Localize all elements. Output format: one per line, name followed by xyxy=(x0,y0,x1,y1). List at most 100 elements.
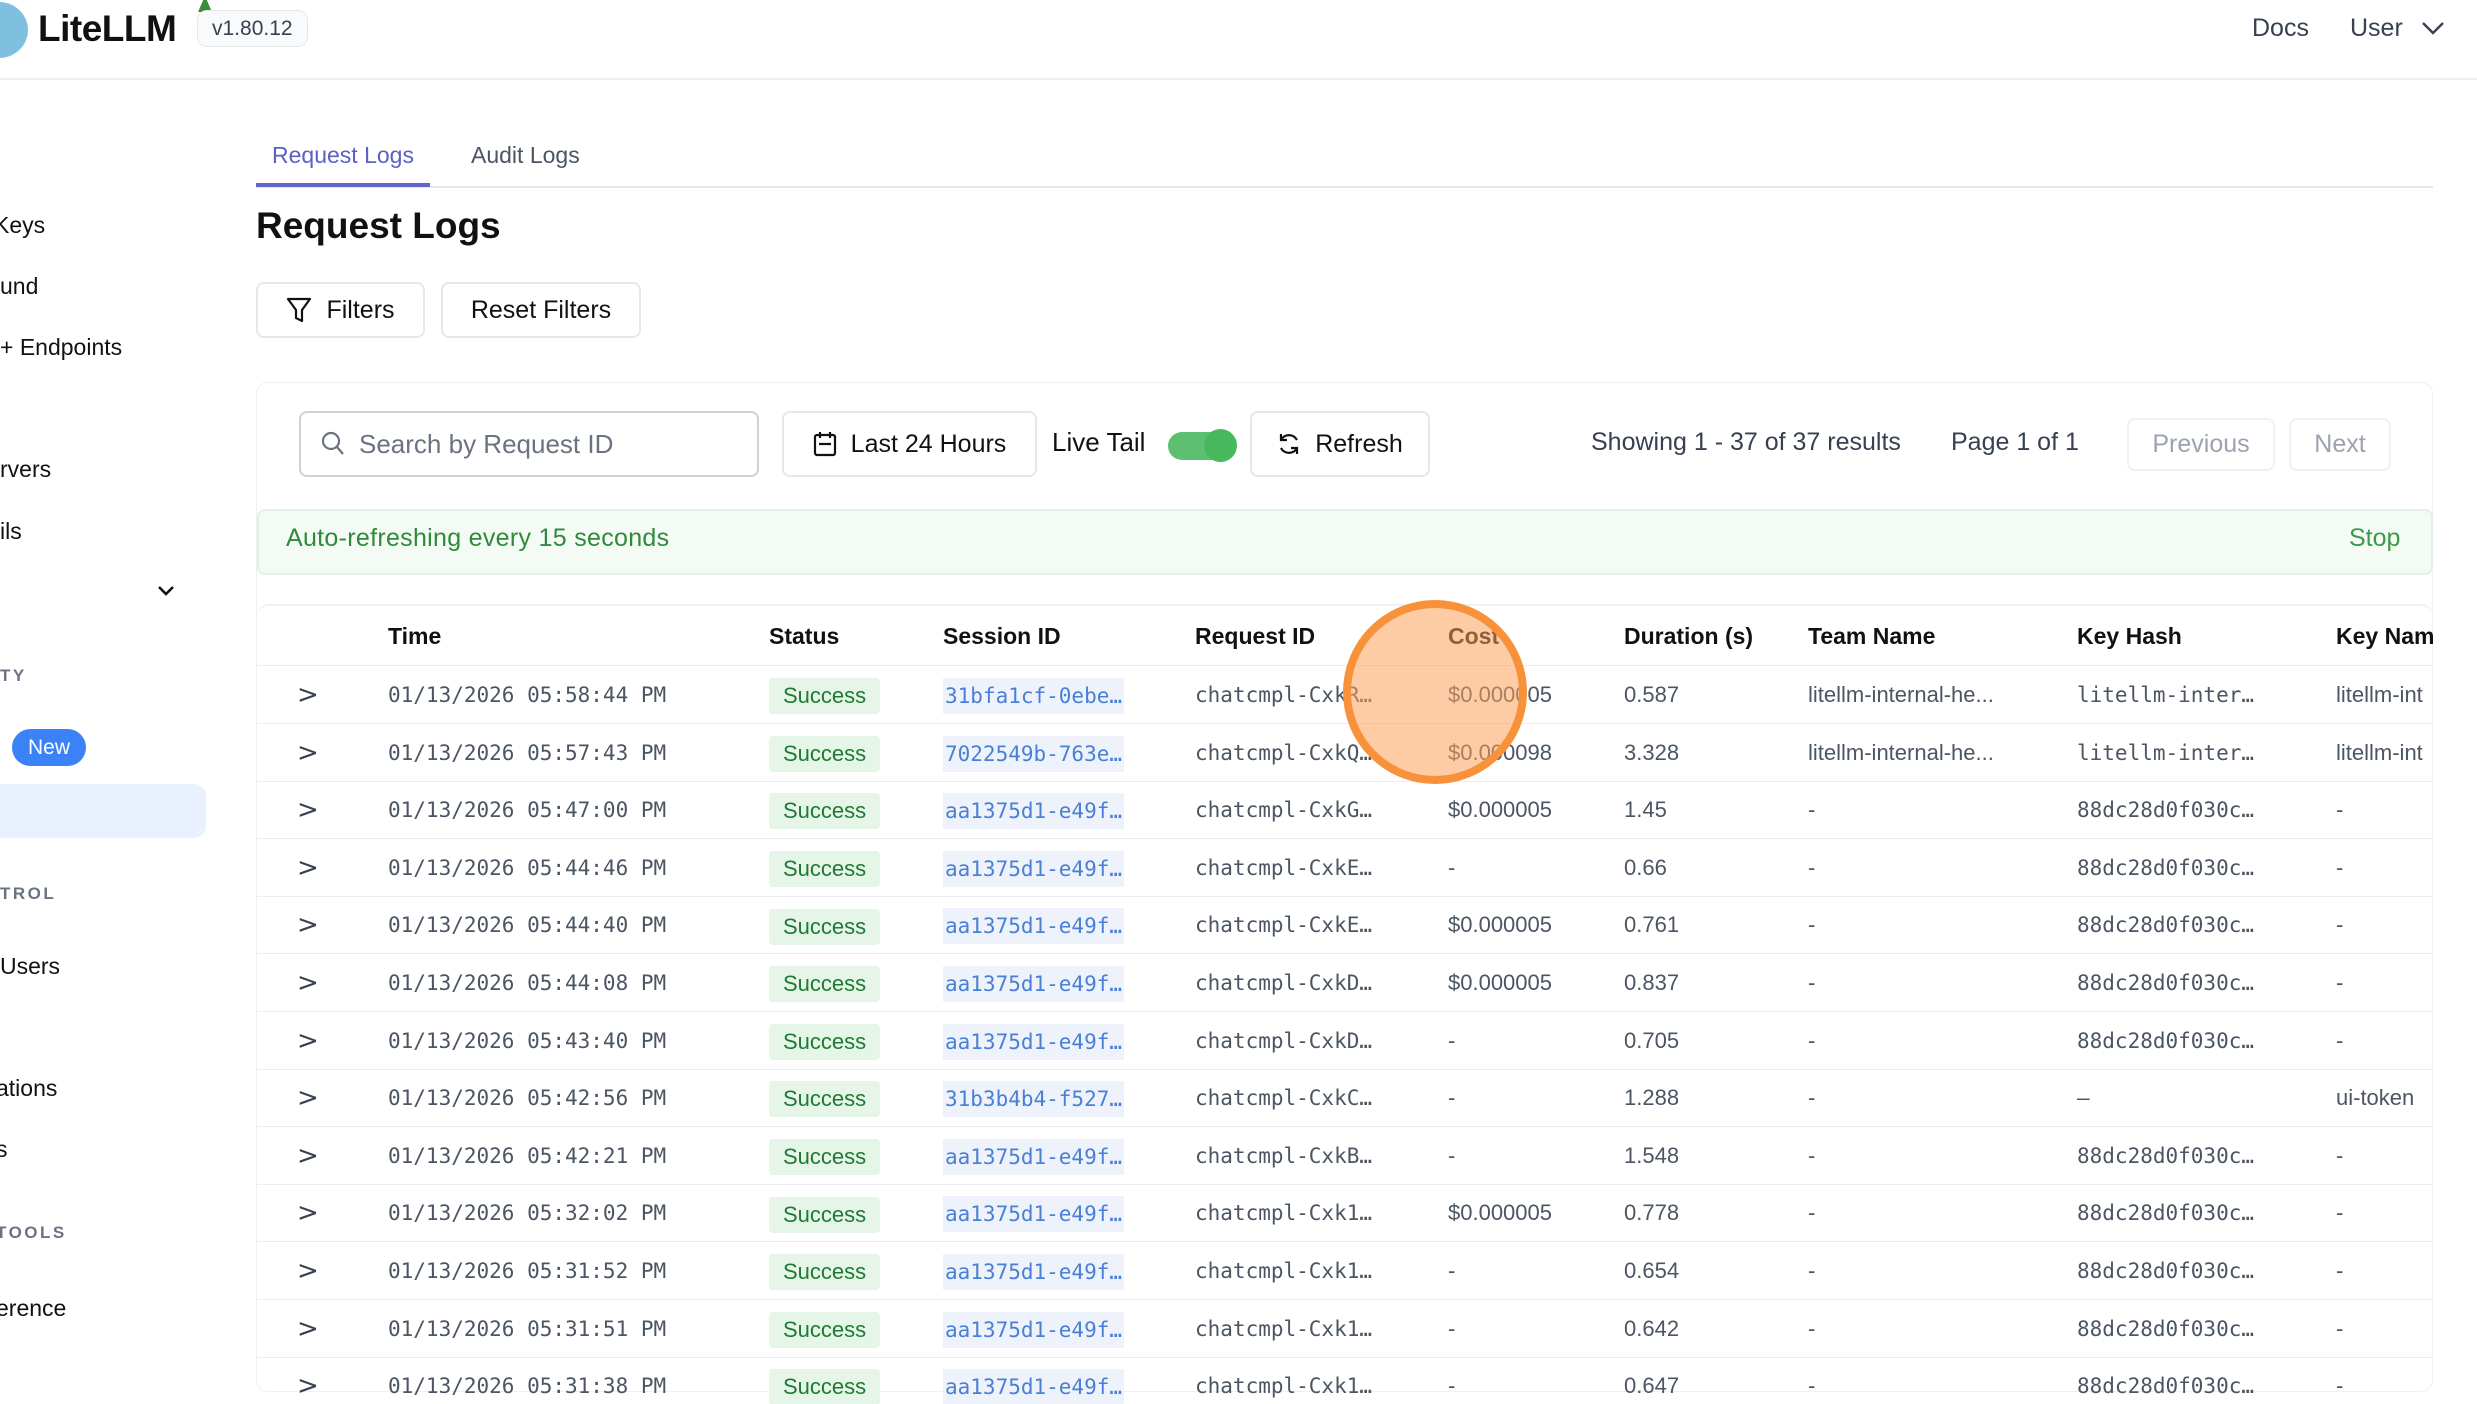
logo-icon xyxy=(0,2,28,58)
expand-chevron-icon[interactable]: > xyxy=(297,1025,319,1056)
cell-time: 01/13/2026 05:47:00 PM xyxy=(388,798,667,823)
cell-session-id[interactable]: aa1375d1-e49f… xyxy=(943,1357,1125,1404)
expand-chevron-icon[interactable]: > xyxy=(297,1313,319,1344)
reset-filters-button[interactable]: Reset Filters xyxy=(441,282,641,338)
expand-chevron-icon[interactable]: > xyxy=(297,968,319,998)
session-id-link[interactable]: aa1375d1-e49f… xyxy=(943,1023,1125,1060)
search-input[interactable]: Search by Request ID xyxy=(299,411,759,477)
table-row[interactable]: >01/13/2026 05:42:56 PM Success 31b3b4b4-f… xyxy=(257,1069,2433,1128)
tab-audit-logs[interactable]: Audit Logs xyxy=(471,142,580,168)
cell-session-id[interactable]: aa1375d1-e49f… xyxy=(943,1300,1125,1358)
session-id-link[interactable]: aa1375d1-e49f… xyxy=(943,850,1125,887)
search-icon xyxy=(321,431,344,455)
status-badge: Success xyxy=(769,678,881,715)
cell-cost: $0.000005 xyxy=(1448,797,1552,823)
cell-session-id[interactable]: aa1375d1-e49f… xyxy=(943,954,1125,1012)
cell-session-id[interactable]: aa1375d1-e49f… xyxy=(943,1242,1125,1300)
expand-chevron-icon[interactable]: > xyxy=(297,1140,319,1171)
cell-time: 01/13/2026 05:42:21 PM xyxy=(388,1143,667,1168)
sidebar-item-users[interactable]: Users xyxy=(0,953,61,979)
expand-chevron-icon[interactable]: > xyxy=(297,910,319,941)
stop-button[interactable]: Stop xyxy=(2349,524,2401,552)
cell-duration: 0.642 xyxy=(1624,1315,1680,1341)
column-header-request-id[interactable]: Request ID xyxy=(1195,623,1316,649)
table-row[interactable]: >01/13/2026 05:31:52 PM Success aa1375d1-e… xyxy=(257,1242,2433,1300)
column-header-session-id[interactable]: Session ID xyxy=(943,623,1061,649)
column-header-team-name[interactable]: Team Name xyxy=(1808,623,1936,649)
chevron-down-icon[interactable] xyxy=(156,584,176,598)
user-menu[interactable]: User xyxy=(2350,14,2446,43)
cell-status: Success xyxy=(769,1069,881,1127)
expand-chevron-icon[interactable]: > xyxy=(297,1083,319,1114)
sidebar-item-settings[interactable]: s xyxy=(0,1136,8,1162)
filters-button[interactable]: Filters xyxy=(256,282,425,338)
column-header-key-hash[interactable]: Key Hash xyxy=(2077,623,2182,649)
column-header-duration[interactable]: Duration (s) xyxy=(1624,623,1754,649)
expand-chevron-icon[interactable]: > xyxy=(297,1198,319,1229)
cell-session-id[interactable]: aa1375d1-e49f… xyxy=(943,1012,1125,1070)
cell-time: 01/13/2026 05:42:56 PM xyxy=(388,1086,667,1111)
sidebar-item-guardrails[interactable]: ils xyxy=(0,518,22,544)
column-header-time[interactable]: Time xyxy=(388,623,442,649)
cell-key-hash: 88dc28d0f030c… xyxy=(2077,1374,2255,1399)
table-row[interactable]: >01/13/2026 05:47:00 PM Success aa1375d1-e… xyxy=(257,781,2433,840)
time-range-button[interactable]: Last 24 Hours xyxy=(782,411,1037,477)
table-row[interactable]: >01/13/2026 05:43:40 PM Success aa1375d1-e… xyxy=(257,1012,2433,1070)
session-id-link[interactable]: aa1375d1-e49f… xyxy=(943,1254,1125,1290)
session-id-link[interactable]: 7022549b-763e… xyxy=(943,735,1125,772)
docs-link[interactable]: Docs xyxy=(2252,14,2309,42)
cell-key-name: - xyxy=(2336,1200,2344,1226)
sidebar-active-item[interactable] xyxy=(0,784,206,838)
expand-chevron-icon[interactable]: > xyxy=(297,1371,319,1402)
table-row[interactable]: >01/13/2026 05:44:08 PM Success aa1375d1-e… xyxy=(257,954,2433,1012)
cell-session-id[interactable]: aa1375d1-e49f… xyxy=(943,781,1125,839)
toggle-knob[interactable] xyxy=(1204,429,1237,462)
cell-team-name: litellm-internal-he... xyxy=(1808,682,1994,707)
table-row[interactable]: >01/13/2026 05:44:40 PM Success aa1375d1-e… xyxy=(257,896,2433,955)
cell-session-id[interactable]: aa1375d1-e49f… xyxy=(943,896,1125,954)
session-id-link[interactable]: aa1375d1-e49f… xyxy=(943,1138,1125,1175)
refresh-button[interactable]: Refresh xyxy=(1250,411,1430,477)
session-id-link[interactable]: aa1375d1-e49f… xyxy=(943,966,1125,1002)
cell-session-id[interactable]: aa1375d1-e49f… xyxy=(943,1184,1125,1242)
expand-chevron-icon[interactable]: > xyxy=(297,680,319,710)
sidebar-item-reference[interactable]: erence xyxy=(0,1295,67,1321)
session-id-link[interactable]: aa1375d1-e49f… xyxy=(943,1196,1125,1233)
session-id-link[interactable]: 31b3b4b4-f527… xyxy=(943,1081,1125,1118)
sidebar-item-playground[interactable]: und xyxy=(0,273,39,299)
cell-session-id[interactable]: aa1375d1-e49f… xyxy=(943,1127,1125,1185)
cell-session-id[interactable]: 31bfa1cf-0ebe… xyxy=(943,666,1125,724)
cell-session-id[interactable]: 31b3b4b4-f527… xyxy=(943,1069,1125,1127)
table-row[interactable]: >01/13/2026 05:44:46 PM Success aa1375d1-e… xyxy=(257,839,2433,897)
table-row[interactable]: >01/13/2026 05:32:02 PM Success aa1375d1-e… xyxy=(257,1184,2433,1243)
column-header-status[interactable]: Status xyxy=(769,623,840,649)
session-id-link[interactable]: aa1375d1-e49f… xyxy=(943,793,1125,830)
sidebar-item-integrations[interactable]: ations xyxy=(0,1075,58,1101)
expand-chevron-icon[interactable]: > xyxy=(297,1256,319,1286)
cell-time: 01/13/2026 05:32:02 PM xyxy=(388,1201,667,1226)
expand-chevron-icon[interactable]: > xyxy=(297,852,319,883)
cell-key-name: - xyxy=(2336,797,2344,823)
previous-button[interactable]: Previous xyxy=(2127,418,2275,471)
column-header-key-name[interactable]: Key Name xyxy=(2336,623,2433,649)
status-badge: Success xyxy=(769,850,881,887)
session-id-link[interactable]: 31bfa1cf-0ebe… xyxy=(943,678,1125,714)
sidebar-item-endpoints[interactable]: + Endpoints xyxy=(0,334,123,360)
sidebar-item-servers[interactable]: rvers xyxy=(0,456,52,482)
session-id-link[interactable]: aa1375d1-e49f… xyxy=(943,1311,1125,1348)
table-row[interactable]: >01/13/2026 05:31:38 PM Success aa1375d1-e… xyxy=(257,1357,2433,1404)
table-row[interactable]: >01/13/2026 05:42:21 PM Success aa1375d1-e… xyxy=(257,1127,2433,1185)
expand-chevron-icon[interactable]: > xyxy=(297,795,319,826)
table-row[interactable]: >01/13/2026 05:57:43 PM Success 7022549b-7… xyxy=(257,724,2433,782)
table-row[interactable]: >01/13/2026 05:31:51 PM Success aa1375d1-e… xyxy=(257,1300,2433,1358)
next-button[interactable]: Next xyxy=(2289,418,2391,471)
sidebar-item-keys[interactable]: Keys xyxy=(0,212,46,238)
tab-request-logs[interactable]: Request Logs xyxy=(256,142,430,187)
session-id-link[interactable]: aa1375d1-e49f… xyxy=(943,1369,1125,1404)
cell-key-hash: 88dc28d0f030c… xyxy=(2077,1201,2255,1226)
cell-session-id[interactable]: 7022549b-763e… xyxy=(943,724,1125,782)
session-id-link[interactable]: aa1375d1-e49f… xyxy=(943,908,1125,945)
cell-team-name: - xyxy=(1808,1258,1816,1283)
cell-session-id[interactable]: aa1375d1-e49f… xyxy=(943,839,1125,897)
expand-chevron-icon[interactable]: > xyxy=(297,737,319,768)
